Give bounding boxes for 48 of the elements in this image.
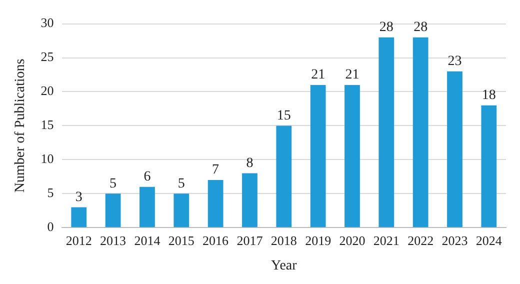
x-tick-label: 2018 bbox=[270, 232, 297, 248]
x-tick-label: 2013 bbox=[100, 232, 126, 248]
y-tick-label: 0 bbox=[47, 219, 54, 234]
x-tick-label: 2022 bbox=[408, 232, 434, 248]
x-tick-label: 2016 bbox=[202, 232, 230, 248]
data-label: 15 bbox=[276, 108, 291, 124]
data-label: 28 bbox=[379, 20, 394, 36]
x-tick-label: 2020 bbox=[339, 232, 366, 248]
x-tick-label: 2023 bbox=[442, 232, 468, 248]
x-axis-title: Year bbox=[270, 258, 298, 274]
bar bbox=[481, 105, 497, 228]
x-tick-label: 2014 bbox=[134, 232, 161, 248]
x-tick-label: 2017 bbox=[236, 232, 264, 248]
data-label: 23 bbox=[448, 54, 462, 70]
bar bbox=[378, 37, 394, 228]
y-tick-label: 10 bbox=[40, 151, 54, 166]
bar bbox=[140, 186, 155, 228]
data-label: 6 bbox=[144, 170, 151, 185]
data-label: 8 bbox=[246, 156, 254, 171]
data-label: 3 bbox=[75, 190, 82, 205]
bar bbox=[412, 37, 428, 228]
data-label: 21 bbox=[311, 68, 326, 83]
bar bbox=[208, 180, 224, 228]
data-label: 5 bbox=[178, 176, 185, 192]
data-label: 18 bbox=[482, 88, 496, 103]
bar bbox=[71, 207, 87, 228]
x-tick-label: 2021 bbox=[373, 232, 400, 248]
x-tick-label: 2012 bbox=[66, 232, 92, 248]
x-tick-label: 2019 bbox=[305, 232, 332, 248]
bar bbox=[174, 194, 190, 228]
y-tick-label: 5 bbox=[47, 185, 54, 200]
x-tick-label: 2024 bbox=[476, 232, 502, 248]
bar bbox=[105, 194, 121, 228]
data-label: 28 bbox=[414, 20, 428, 36]
y-tick-label: 30 bbox=[40, 15, 54, 30]
x-tick-label: 2015 bbox=[168, 232, 194, 248]
bar bbox=[242, 173, 258, 228]
bar bbox=[447, 71, 462, 228]
data-label: 5 bbox=[110, 176, 117, 192]
bar bbox=[344, 84, 360, 228]
data-label: 7 bbox=[212, 162, 220, 178]
y-tick-label: 20 bbox=[40, 83, 54, 98]
bar bbox=[310, 84, 326, 228]
data-label: 21 bbox=[345, 68, 360, 83]
bar bbox=[276, 126, 292, 228]
y-tick-label: 25 bbox=[40, 49, 54, 64]
y-axis-title: Number of Publications bbox=[13, 58, 28, 193]
y-tick-label: 15 bbox=[40, 117, 54, 132]
